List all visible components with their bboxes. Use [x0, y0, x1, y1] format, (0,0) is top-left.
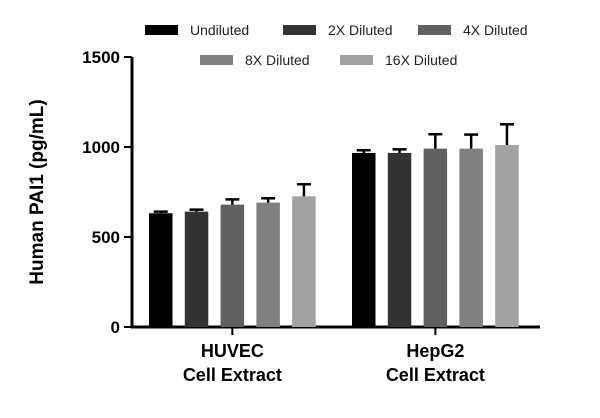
legend-swatch — [145, 25, 178, 35]
legend-label: 8X Diluted — [245, 52, 310, 68]
bar — [495, 145, 519, 327]
legend-label: Undiluted — [190, 22, 249, 38]
y-tick-label: 0 — [111, 318, 120, 337]
bar — [149, 213, 173, 327]
bar — [184, 211, 209, 327]
x-tick-label: Cell Extract — [183, 365, 282, 385]
y-axis-label: Human PAI1 (pg/mL) — [27, 99, 48, 284]
legend-swatch — [200, 55, 233, 65]
legend-swatch — [283, 25, 316, 35]
y-tick-label: 500 — [92, 228, 120, 247]
legend-swatch — [340, 55, 373, 65]
bar — [352, 152, 376, 327]
y-tick-label: 1500 — [82, 48, 120, 67]
bar — [256, 202, 280, 327]
legend-label: 2X Diluted — [328, 22, 393, 38]
y-tick-label: 1000 — [82, 138, 120, 157]
x-tick-label: HUVEC — [201, 341, 264, 361]
x-tick-label: Cell Extract — [386, 365, 485, 385]
bar — [220, 204, 245, 327]
x-tick-label: HepG2 — [406, 341, 464, 361]
legend-swatch — [418, 25, 451, 35]
bar — [459, 148, 483, 327]
legend-label: 16X Diluted — [385, 52, 457, 68]
bar — [292, 196, 316, 327]
bar — [387, 152, 412, 327]
bar — [423, 148, 448, 327]
legend-label: 4X Diluted — [463, 22, 528, 38]
